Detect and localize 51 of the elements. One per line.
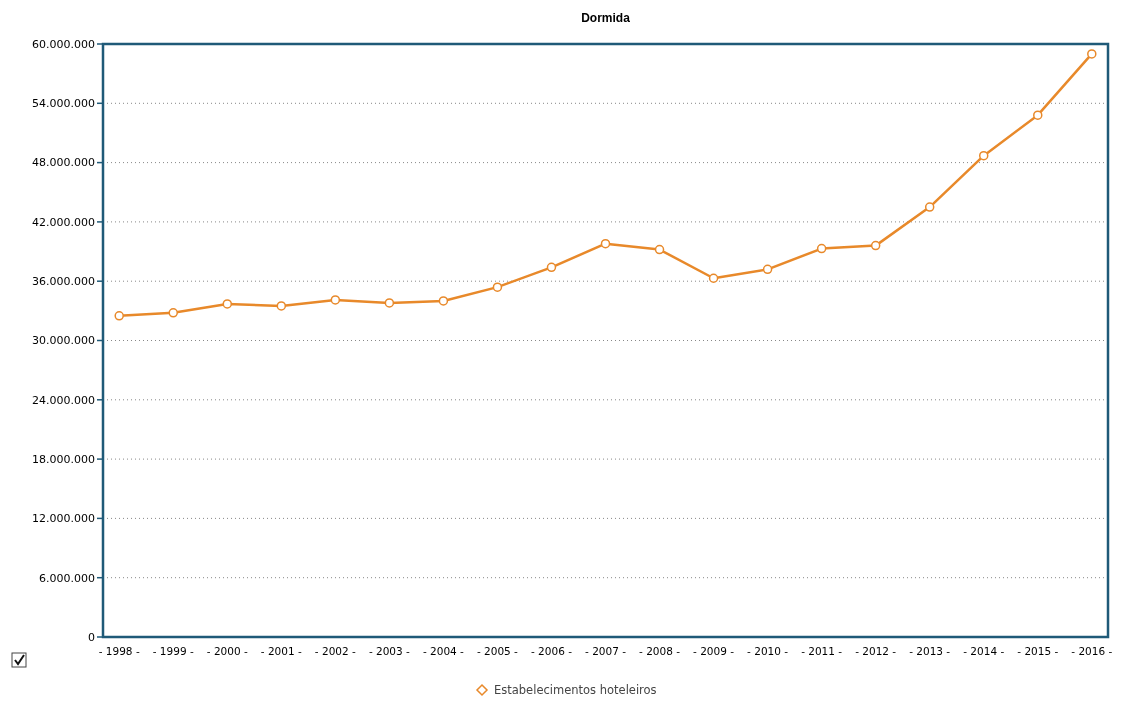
point (654, 244, 665, 255)
point (222, 299, 233, 309)
x-tick-label: - 2014 - (963, 645, 1005, 657)
x-tick-label: - 2003 - (368, 645, 411, 657)
point (276, 301, 287, 311)
y-tick-label: 60.000.000 (32, 37, 95, 51)
x-tick-label: - 2002 - (314, 645, 357, 657)
x-tick-label: - 2007 - (585, 645, 627, 657)
point (978, 150, 989, 161)
point (1033, 110, 1043, 120)
point (924, 202, 935, 212)
point (168, 308, 178, 318)
x-tick-label: - 2009 - (693, 645, 735, 657)
y-tick-label: 30.000.000 (32, 334, 95, 348)
y-tick-label: 6.000.000 (39, 571, 95, 585)
x-tick-label: - 2000 - (206, 645, 248, 657)
point (870, 240, 881, 251)
point (600, 238, 611, 249)
point (114, 311, 124, 321)
y-tick-label: 36.000.000 (32, 275, 95, 289)
y-tick-label: 48.000.000 (32, 156, 95, 170)
y-tick-label: 0 (88, 630, 95, 644)
x-tick-label: - 2005 - (476, 645, 519, 657)
x-tick-label: - 2016 - (1071, 645, 1113, 657)
y-tick-label: 42.000.000 (32, 215, 95, 229)
x-tick-label: - 2011 - (801, 645, 843, 657)
x-tick-label: - 2015 - (1017, 645, 1059, 657)
y-tick-label: 18.000.000 (32, 452, 95, 466)
point (546, 262, 557, 273)
point (492, 282, 503, 292)
point (816, 243, 827, 254)
legend-label: Estabelecimentos hoteleiros (494, 683, 657, 698)
x-tick-label: - 2004 - (422, 645, 465, 657)
x-tick-label: - 2013 - (909, 645, 951, 657)
x-tick-label: - 2006 - (530, 645, 573, 657)
y-tick-label: 54.000.000 (32, 97, 95, 111)
y-tick-label: 24.000.000 (32, 393, 95, 407)
x-tick-label: - 2001 - (260, 645, 302, 657)
x-tick-label: - 2008 - (639, 645, 681, 657)
point (762, 264, 773, 275)
chart-title: Dormida (581, 11, 631, 25)
point (708, 273, 719, 283)
point (438, 296, 449, 306)
x-tick-label: - 2010 - (747, 645, 789, 657)
point (330, 295, 341, 305)
x-tick-label: - 2012 - (855, 645, 897, 657)
x-tick-label: - 1998 - (98, 645, 140, 657)
point (1087, 49, 1097, 59)
x-tick-label: - 1999 - (152, 645, 194, 657)
y-tick-label: 12.000.000 (32, 512, 95, 526)
point (384, 298, 395, 308)
